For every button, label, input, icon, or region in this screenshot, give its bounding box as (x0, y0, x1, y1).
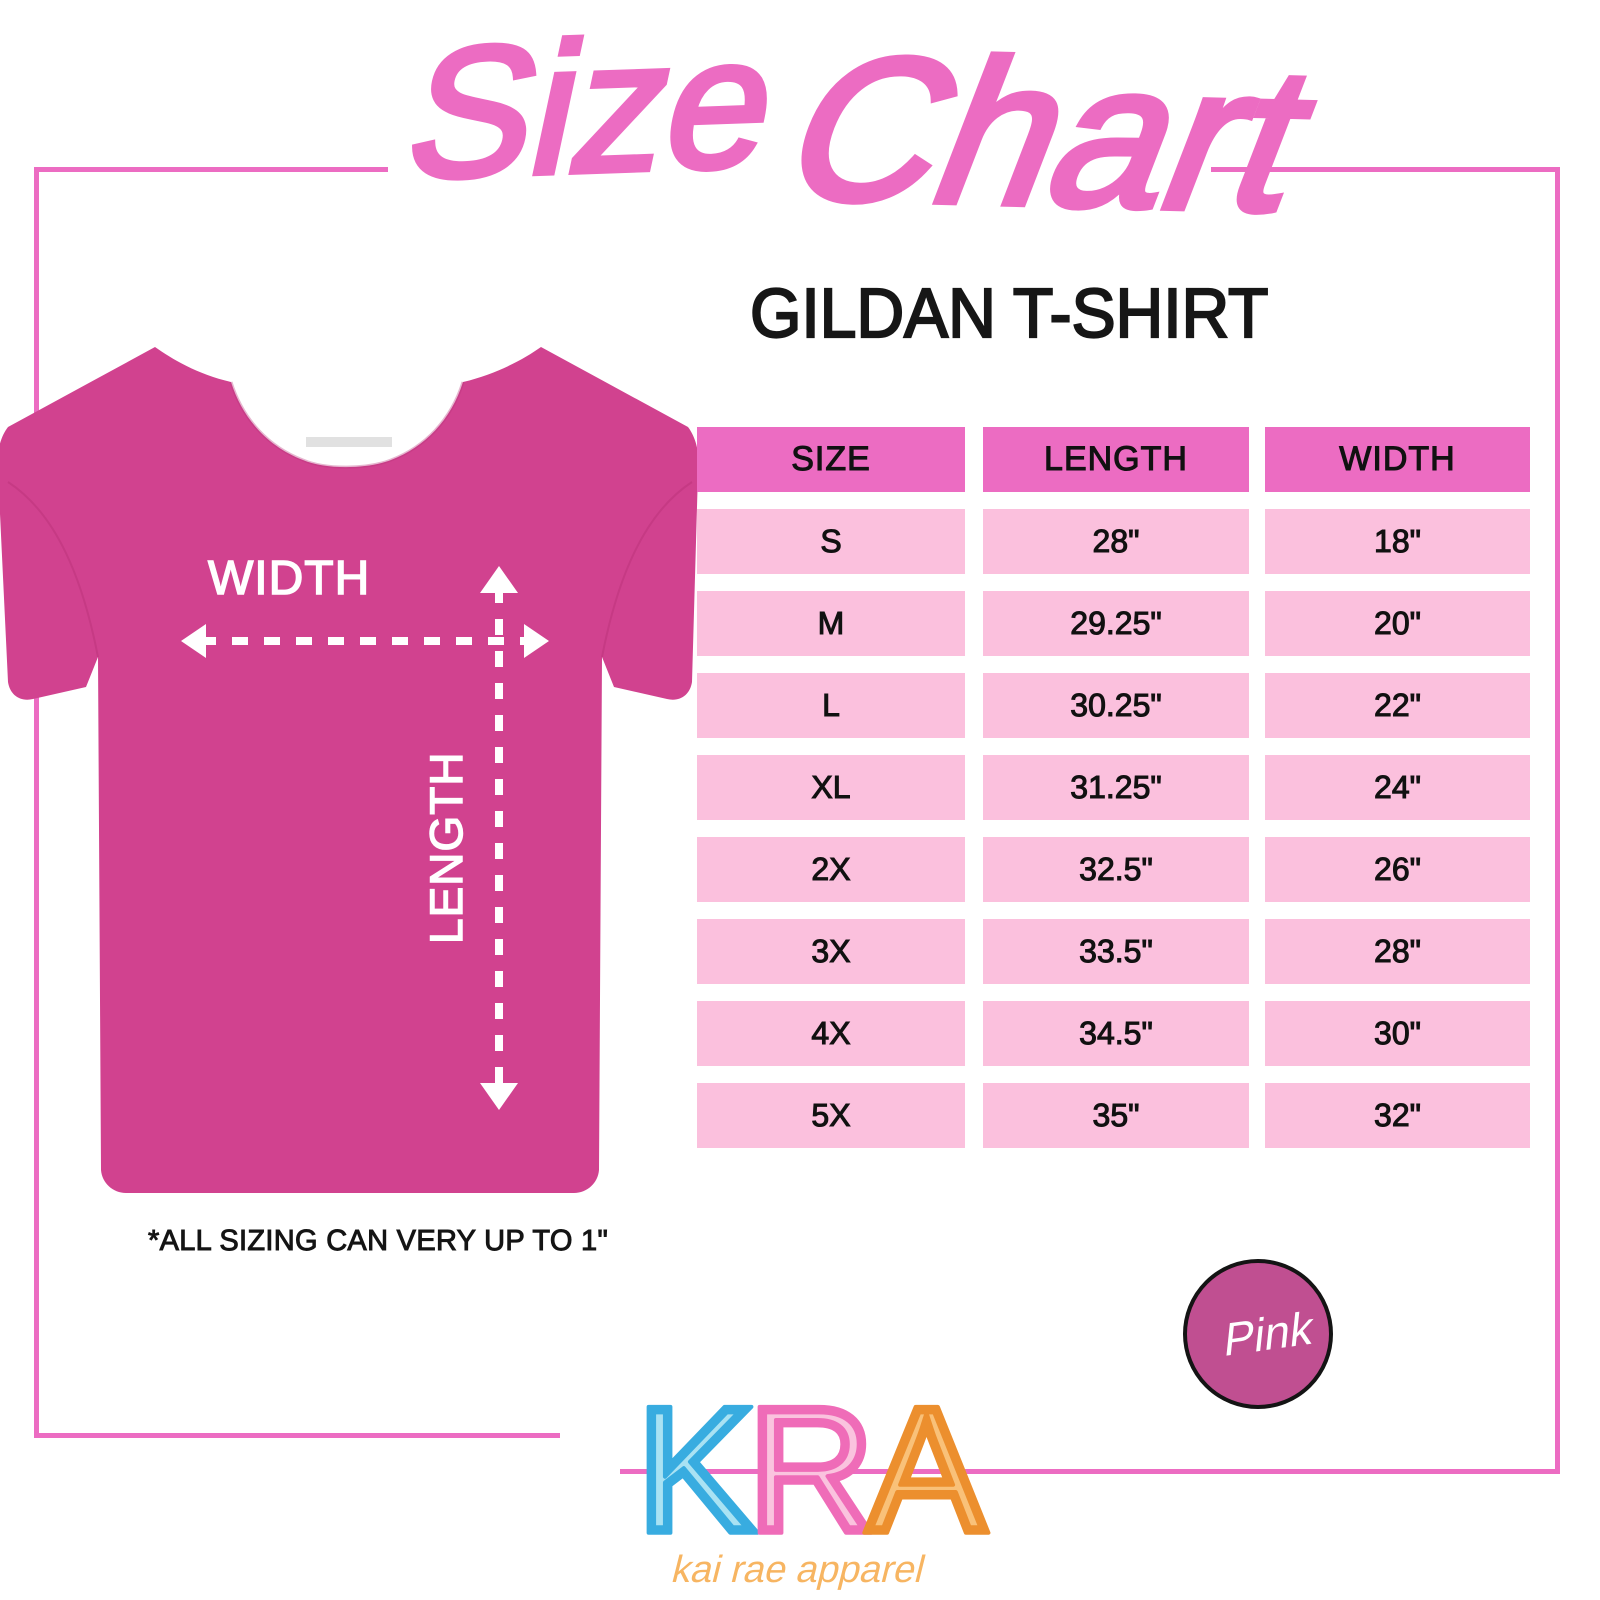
svg-text:WIDTH: WIDTH (207, 552, 370, 605)
svg-text:R: R (748, 1385, 874, 1568)
svg-text:LENGTH: LENGTH (420, 751, 472, 944)
svg-text:kai rae apparel: kai rae apparel (670, 1549, 926, 1591)
svg-text:K: K (637, 1385, 758, 1568)
svg-text:A: A (864, 1385, 989, 1568)
svg-text:Size: Size (394, 0, 778, 218)
svg-text:Chart: Chart (768, 13, 1328, 256)
